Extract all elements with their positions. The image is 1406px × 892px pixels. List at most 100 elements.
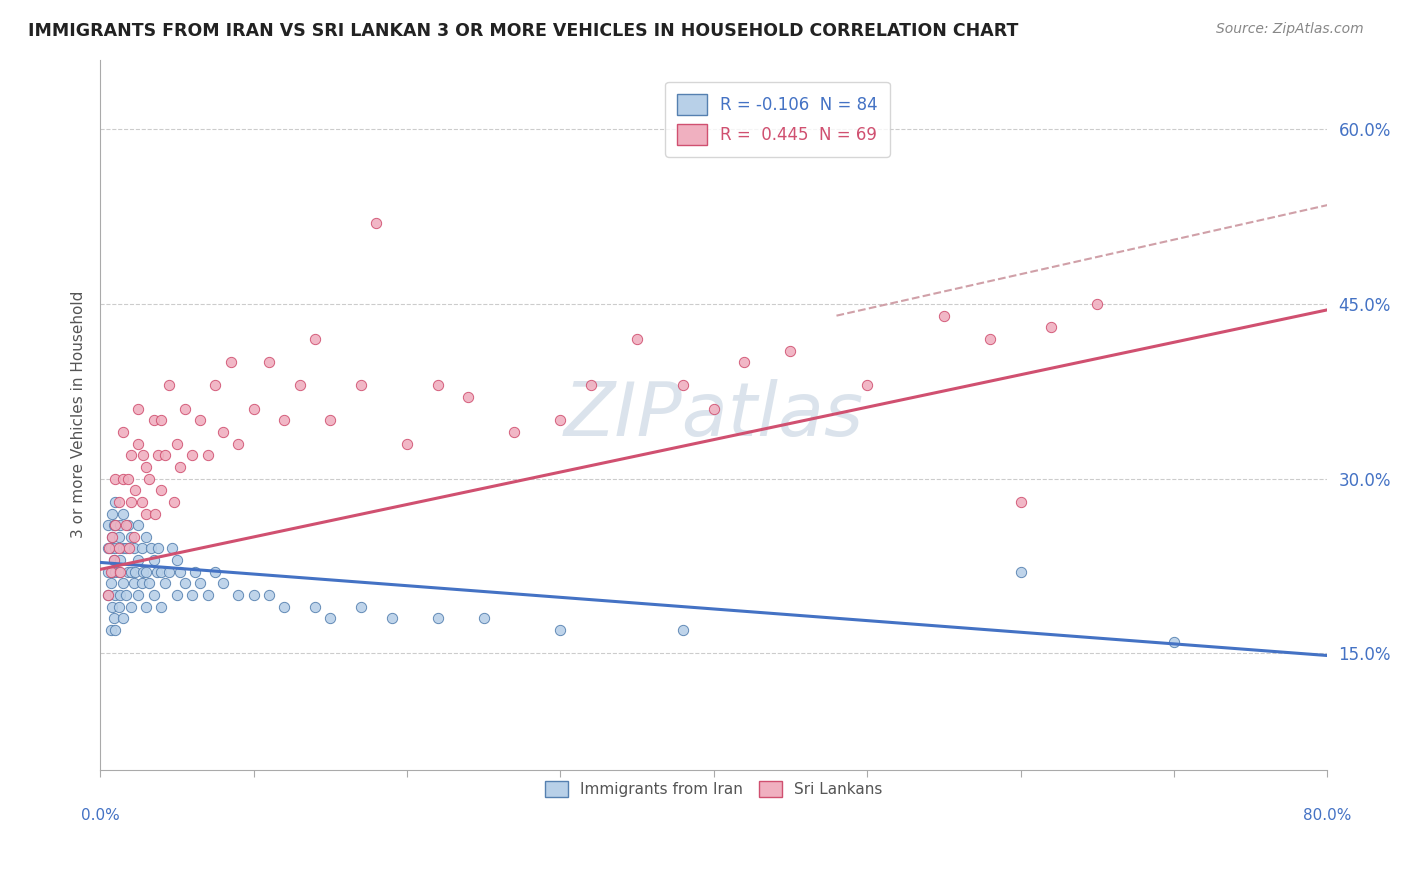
Point — [350, 378, 373, 392]
Point — [150, 483, 173, 498]
Point — [319, 413, 342, 427]
Point — [257, 355, 280, 369]
Point — [107, 530, 129, 544]
Point — [115, 588, 138, 602]
Point — [112, 611, 135, 625]
Point — [157, 565, 180, 579]
Point — [166, 588, 188, 602]
Point — [550, 623, 572, 637]
Text: 0.0%: 0.0% — [80, 808, 120, 823]
Point — [112, 541, 135, 556]
Point — [127, 588, 149, 602]
Point — [142, 413, 165, 427]
Point — [131, 541, 153, 556]
Point — [181, 448, 204, 462]
Point — [103, 553, 125, 567]
Point — [101, 565, 124, 579]
Point — [150, 565, 173, 579]
Point — [169, 565, 191, 579]
Point — [103, 518, 125, 533]
Point — [242, 588, 264, 602]
Point — [197, 588, 219, 602]
Point — [153, 448, 176, 462]
Point — [166, 436, 188, 450]
Point — [135, 460, 157, 475]
Point — [104, 588, 127, 602]
Point — [188, 576, 211, 591]
Point — [219, 355, 242, 369]
Point — [135, 565, 157, 579]
Point — [101, 530, 124, 544]
Point — [117, 565, 139, 579]
Point — [108, 565, 131, 579]
Legend: Immigrants from Iran, Sri Lankans: Immigrants from Iran, Sri Lankans — [537, 773, 890, 805]
Point — [122, 576, 145, 591]
Point — [626, 332, 648, 346]
Point — [226, 436, 249, 450]
Point — [103, 611, 125, 625]
Point — [304, 332, 326, 346]
Point — [138, 576, 160, 591]
Point — [143, 507, 166, 521]
Point — [779, 343, 801, 358]
Point — [101, 530, 124, 544]
Point — [184, 565, 207, 579]
Text: ZIPatlas: ZIPatlas — [564, 378, 863, 450]
Point — [124, 565, 146, 579]
Point — [163, 495, 186, 509]
Point — [1010, 495, 1032, 509]
Point — [120, 530, 142, 544]
Point — [173, 576, 195, 591]
Point — [101, 599, 124, 614]
Point — [131, 576, 153, 591]
Point — [1010, 565, 1032, 579]
Point — [426, 611, 449, 625]
Point — [127, 518, 149, 533]
Point — [503, 425, 526, 439]
Point — [157, 378, 180, 392]
Point — [122, 530, 145, 544]
Point — [204, 565, 226, 579]
Point — [107, 599, 129, 614]
Point — [150, 413, 173, 427]
Text: IMMIGRANTS FROM IRAN VS SRI LANKAN 3 OR MORE VEHICLES IN HOUSEHOLD CORRELATION C: IMMIGRANTS FROM IRAN VS SRI LANKAN 3 OR … — [28, 22, 1018, 40]
Point — [104, 565, 127, 579]
Point — [107, 495, 129, 509]
Point — [112, 472, 135, 486]
Point — [108, 553, 131, 567]
Point — [112, 425, 135, 439]
Point — [166, 553, 188, 567]
Point — [138, 472, 160, 486]
Point — [104, 518, 127, 533]
Point — [100, 541, 122, 556]
Point — [112, 507, 135, 521]
Point — [173, 401, 195, 416]
Point — [132, 565, 155, 579]
Point — [97, 541, 120, 556]
Point — [226, 588, 249, 602]
Point — [932, 309, 955, 323]
Point — [127, 401, 149, 416]
Point — [703, 401, 725, 416]
Point — [672, 378, 695, 392]
Point — [146, 565, 169, 579]
Point — [97, 588, 120, 602]
Point — [100, 565, 122, 579]
Point — [122, 541, 145, 556]
Point — [579, 378, 602, 392]
Point — [107, 565, 129, 579]
Point — [148, 541, 170, 556]
Point — [148, 448, 170, 462]
Point — [104, 518, 127, 533]
Point — [381, 611, 404, 625]
Point — [104, 472, 127, 486]
Point — [1040, 320, 1063, 334]
Point — [124, 483, 146, 498]
Y-axis label: 3 or more Vehicles in Household: 3 or more Vehicles in Household — [72, 291, 86, 538]
Point — [304, 599, 326, 614]
Point — [100, 576, 122, 591]
Point — [142, 588, 165, 602]
Point — [288, 378, 311, 392]
Point — [107, 541, 129, 556]
Point — [181, 588, 204, 602]
